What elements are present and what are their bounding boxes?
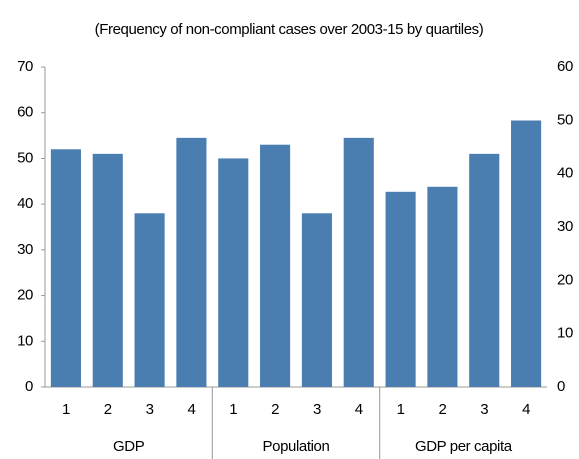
x-tick-label: 4 (187, 401, 195, 418)
bar (301, 213, 332, 387)
x-tick-label: 3 (480, 401, 488, 418)
y-tick-label: 20 (17, 287, 33, 304)
y2-tick-label: 40 (557, 165, 573, 182)
y-tick-label: 30 (17, 241, 33, 258)
x-tick-label: 2 (438, 401, 446, 418)
y2-tick-label: 20 (557, 271, 573, 288)
bar (134, 213, 165, 387)
y2-tick-label: 50 (557, 111, 573, 128)
y2-tick-label: 60 (557, 58, 573, 75)
y-tick-label: 70 (17, 58, 33, 75)
x-tick-label: 4 (355, 401, 363, 418)
y2-tick-label: 10 (557, 325, 573, 342)
y2-tick-label: 30 (557, 218, 573, 235)
x-tick-label: 2 (104, 401, 112, 418)
bar (511, 120, 542, 387)
bar (260, 144, 291, 387)
chart-title: (Frequency of non-compliant cases over 2… (95, 21, 484, 38)
bar (385, 191, 416, 387)
y-tick-label: 0 (25, 378, 33, 395)
group-label: GDP per capita (415, 438, 513, 455)
x-tick-label: 1 (62, 401, 70, 418)
y2-tick-label: 0 (557, 378, 565, 395)
x-tick-label: 4 (522, 401, 530, 418)
y-tick-label: 50 (17, 149, 33, 166)
bar (92, 153, 123, 387)
bar (469, 153, 500, 387)
y-tick-label: 10 (17, 332, 33, 349)
x-tick-label: 1 (229, 401, 237, 418)
x-tick-label: 3 (146, 401, 154, 418)
bar (176, 137, 207, 387)
bar (343, 137, 374, 387)
y-tick-label: 60 (17, 104, 33, 121)
group-label: Population (263, 438, 330, 455)
bar (50, 149, 81, 387)
y-tick-label: 40 (17, 195, 33, 212)
group-label: GDP (113, 438, 145, 455)
bar (218, 158, 249, 387)
bar (427, 186, 458, 387)
x-tick-label: 2 (271, 401, 279, 418)
x-tick-label: 3 (313, 401, 321, 418)
x-tick-label: 1 (397, 401, 405, 418)
